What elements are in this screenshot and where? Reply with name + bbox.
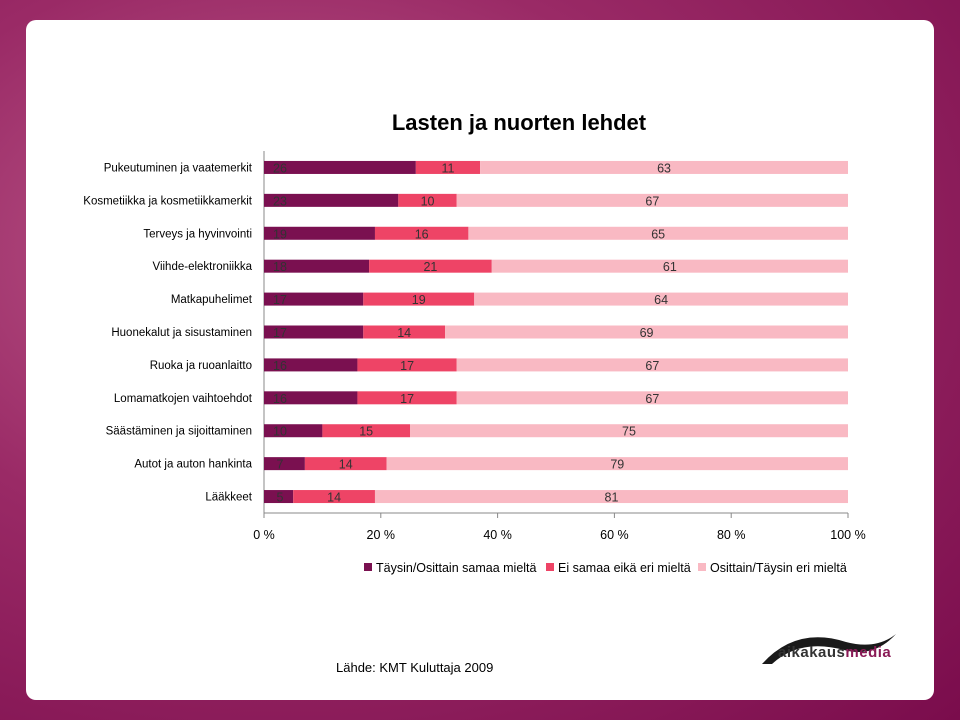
chart-title: Lasten ja nuorten lehdet: [392, 110, 647, 135]
bar-segment: [264, 325, 364, 339]
data-label: 18: [273, 260, 287, 274]
bar-segment: [374, 226, 469, 240]
legend-swatch: [364, 563, 372, 571]
bar-segment: [264, 391, 358, 405]
legend-label: Ei samaa eikä eri mieltä: [558, 561, 691, 575]
x-tick-label: 20 %: [367, 528, 396, 542]
category-label: Kosmetiikka ja kosmetiikkamerkit: [83, 195, 253, 207]
data-label: 16: [273, 359, 287, 373]
bar-segment: [456, 193, 848, 207]
bar-segment: [357, 391, 457, 405]
legend-swatch: [546, 563, 554, 571]
bar-segment: [264, 160, 416, 174]
logo-prefix: aikakaus: [778, 644, 846, 661]
data-label: 16: [273, 392, 287, 406]
logo-accent: media: [845, 644, 892, 661]
data-label: 75: [622, 425, 636, 439]
data-label: 61: [663, 260, 677, 274]
data-label: 65: [651, 227, 665, 241]
data-label: 11: [441, 161, 454, 175]
x-tick-label: 40 %: [483, 528, 512, 542]
data-label: 19: [273, 227, 287, 241]
data-label: 17: [273, 326, 287, 340]
data-label: 17: [400, 359, 414, 373]
bar-segment: [264, 259, 370, 273]
bar-segment: [445, 325, 848, 339]
category-label: Lääkkeet: [205, 492, 252, 504]
x-tick-label: 100 %: [830, 528, 865, 542]
data-label: 67: [645, 194, 659, 208]
x-tick-label: 60 %: [600, 528, 629, 542]
bar-segment: [415, 160, 481, 174]
bar-segment: [264, 358, 358, 372]
bar-segment: [264, 424, 323, 438]
bar-segment: [304, 457, 387, 471]
aikakausmedia-logo: aikakausmedia: [756, 624, 906, 674]
category-label: Säästäminen ja sijoittaminen: [106, 426, 252, 438]
data-label: 17: [400, 392, 414, 406]
legend-label: Osittain/Täysin eri mieltä: [710, 561, 847, 575]
data-label: 64: [654, 293, 668, 307]
data-label: 14: [327, 491, 341, 505]
logo-text: aikakausmedia: [778, 644, 891, 661]
data-label: 5: [277, 491, 284, 505]
category-label: Lomamatkojen vaihtoehdot: [114, 393, 253, 405]
source-note: Lähde: KMT Kuluttaja 2009: [336, 660, 494, 675]
legend-label: Täysin/Osittain samaa mieltä: [376, 561, 537, 575]
data-label: 67: [645, 392, 659, 406]
bar-segment: [322, 424, 410, 438]
data-label: 14: [397, 326, 411, 340]
data-label: 26: [273, 161, 287, 175]
bar-segment: [369, 259, 492, 273]
category-label: Matkapuhelimet: [171, 294, 253, 306]
bar-segment: [363, 325, 446, 339]
data-label: 79: [610, 458, 624, 472]
bar-segment: [410, 424, 848, 438]
bar-segment: [456, 391, 848, 405]
bar-segment: [357, 358, 457, 372]
data-label: 67: [645, 359, 659, 373]
bar-segment: [363, 292, 475, 306]
bar-segment: [491, 259, 848, 273]
logo-swoosh-icon: [762, 634, 896, 664]
category-label: Viihde-elektroniikka: [152, 261, 252, 273]
plot-area: 0 % 20 % 40 % 60 % 80 % 100 % Pukeutuminen ja …: [83, 151, 866, 542]
category-label: Autot ja auton hankinta: [134, 459, 252, 471]
data-label: 10: [273, 425, 287, 439]
data-label: 69: [640, 326, 654, 340]
data-label: 23: [273, 194, 287, 208]
bar-segment: [468, 226, 848, 240]
data-label: 7: [277, 458, 284, 472]
bar-segment: [386, 457, 848, 471]
bar-segment: [398, 193, 457, 207]
bar-segment: [264, 292, 364, 306]
data-label: 16: [415, 227, 429, 241]
bar-segment: [374, 490, 848, 504]
data-label: 81: [605, 491, 619, 505]
data-label: 19: [412, 293, 426, 307]
bar-segment: [264, 226, 375, 240]
x-tick-label: 80 %: [717, 528, 746, 542]
bar-segment: [264, 490, 294, 504]
bar-segment: [264, 457, 305, 471]
data-label: 15: [359, 425, 373, 439]
category-label: Ruoka ja ruoanlaitto: [150, 360, 252, 372]
category-label: Huonekalut ja sisustaminen: [111, 327, 252, 339]
bar-segment: [480, 160, 848, 174]
bar-segment: [293, 490, 375, 504]
chart-legend: Täysin/Osittain samaa mieltä Ei samaa eik…: [364, 561, 847, 575]
bar-segment: [474, 292, 848, 306]
data-label: 17: [273, 293, 287, 307]
legend-swatch: [698, 563, 706, 571]
data-label: 21: [423, 260, 437, 274]
category-label: Pukeutuminen ja vaatemerkit: [104, 162, 253, 174]
data-label: 63: [657, 161, 671, 175]
category-label: Terveys ja hyvinvointi: [143, 228, 252, 240]
x-tick-label: 0 %: [253, 528, 275, 542]
data-label: 14: [339, 458, 353, 472]
bar-segment: [264, 193, 399, 207]
bar-segment: [456, 358, 848, 372]
data-label: 10: [421, 194, 435, 208]
